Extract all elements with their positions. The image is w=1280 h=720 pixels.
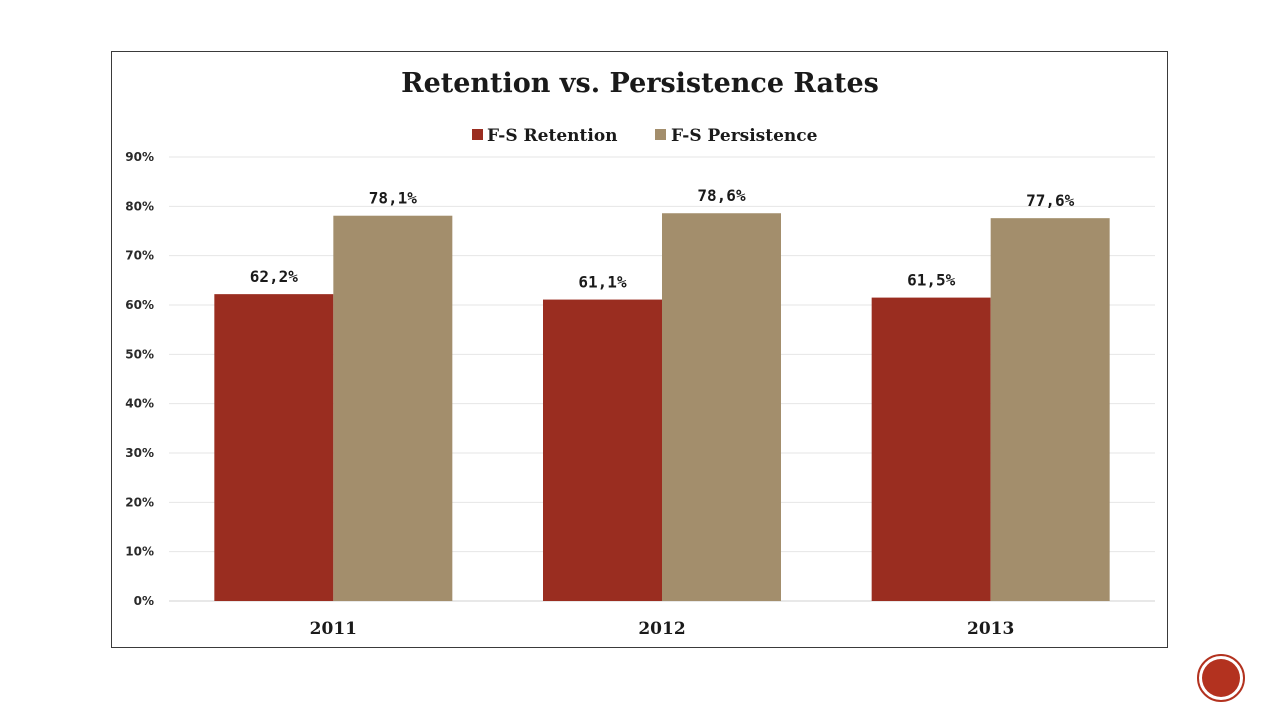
bar-retention-2013 xyxy=(871,297,991,601)
data-label: 61,1% xyxy=(578,273,627,292)
y-tick-label: 0% xyxy=(134,594,154,608)
data-label: 78,6% xyxy=(697,186,746,205)
chart-svg: Retention vs. Persistence Rates F-S Rete… xyxy=(125,68,1155,639)
y-tick-label: 50% xyxy=(125,347,154,361)
x-tick-label: 2011 xyxy=(310,619,357,639)
legend-label-retention: F-S Retention xyxy=(487,126,618,146)
x-tick-label: 2013 xyxy=(967,619,1014,639)
data-label: 78,1% xyxy=(369,189,418,208)
legend-label-persistence: F-S Persistence xyxy=(671,126,818,146)
y-tick-label: 60% xyxy=(125,298,154,312)
circle-badge-icon xyxy=(1197,654,1245,702)
y-tick-label: 20% xyxy=(125,495,154,509)
data-labels: 62,2% 78,1% 61,1% 78,6% 61,5% 77,6% xyxy=(250,186,1075,291)
y-axis-ticks: 0% 10% 20% 30% 40% 50% 60% 70% 80% 90% xyxy=(125,150,154,608)
y-tick-label: 40% xyxy=(125,397,154,411)
bar-persistence-2013 xyxy=(990,218,1110,601)
legend-swatch-persistence xyxy=(655,129,666,140)
bar-retention-2011 xyxy=(214,294,334,601)
x-tick-label: 2012 xyxy=(638,619,685,639)
data-label: 62,2% xyxy=(250,267,299,286)
x-axis-ticks: 2011 2012 2013 xyxy=(310,619,1015,639)
y-tick-label: 10% xyxy=(125,545,154,559)
bar-persistence-2012 xyxy=(662,213,781,602)
legend-swatch-retention xyxy=(472,129,483,140)
bar-persistence-2011 xyxy=(333,215,453,601)
y-tick-label: 80% xyxy=(125,199,154,213)
y-tick-label: 30% xyxy=(125,446,154,460)
chart-title: Retention vs. Persistence Rates xyxy=(401,68,879,99)
data-label: 77,6% xyxy=(1026,191,1075,210)
bars xyxy=(214,213,1110,602)
chart-frame: Retention vs. Persistence Rates F-S Rete… xyxy=(111,51,1168,648)
y-tick-label: 70% xyxy=(125,249,154,263)
y-tick-label: 90% xyxy=(125,150,154,164)
data-label: 61,5% xyxy=(907,271,956,290)
legend: F-S Retention F-S Persistence xyxy=(472,126,818,146)
bar-retention-2012 xyxy=(543,299,662,601)
